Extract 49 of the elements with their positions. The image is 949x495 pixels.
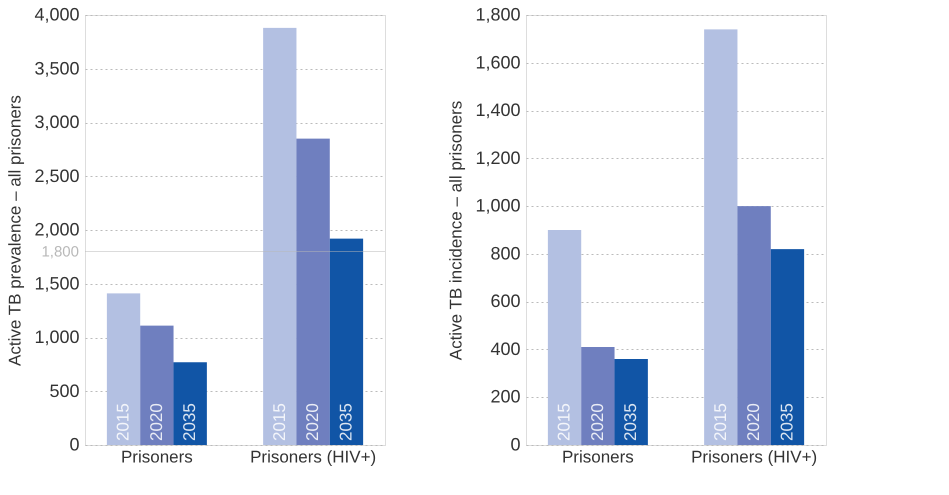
bar: [770, 249, 804, 445]
series-label: 2035: [180, 403, 200, 441]
y-tick-label: 1,600: [475, 52, 520, 72]
text: 2020: [744, 403, 764, 441]
text: 2020: [303, 403, 322, 441]
y-tick-label: 3,500: [34, 58, 80, 78]
y-tick-label: 800: [490, 243, 520, 264]
y-tick-label: 1,000: [34, 327, 80, 347]
y-tick-label: 0: [69, 434, 80, 454]
text: 2015: [270, 403, 289, 441]
y-tick-label: 1,400: [475, 100, 520, 120]
y-tick-label: 1,000: [475, 196, 520, 216]
bar: [263, 28, 296, 445]
text: 2015: [710, 403, 730, 441]
y-axis-title: Active TB prevalence – all prisoners: [5, 95, 24, 366]
series-label: 2015: [554, 403, 574, 441]
y-tick-label: 1,200: [475, 148, 520, 168]
bar: [106, 293, 140, 445]
y-axis-title: Active TB incidence – all prisoners: [446, 100, 466, 360]
bar: [296, 138, 330, 445]
text: 2035: [777, 403, 796, 441]
series-label: 2020: [588, 403, 607, 441]
series-label: 2020: [146, 403, 166, 441]
x-tick-label: Prisoners: [562, 448, 634, 466]
y-tick-label: 0: [510, 434, 520, 454]
y-tick-label: 4,000: [34, 4, 80, 24]
y-tick-label: 600: [490, 291, 520, 312]
y-tick-label: 500: [49, 380, 80, 401]
y-tick-label: 1,500: [34, 273, 80, 294]
x-tick-label: Prisoners: [120, 448, 193, 466]
y-tick-label: 400: [490, 338, 520, 359]
series-label: 2015: [114, 403, 133, 441]
x-tick-label: Prisoners (HIV+): [691, 448, 818, 466]
y-tick-label: 1,800: [475, 4, 520, 24]
text: 2035: [336, 403, 356, 441]
bar: [140, 326, 174, 445]
bar: [737, 206, 771, 445]
y-tick-label: 2,000: [34, 220, 80, 240]
bar: [704, 29, 738, 445]
y-tick-label: 200: [490, 386, 520, 407]
bar: [581, 347, 615, 445]
x-tick-label: Prisoners (HIV+): [250, 448, 376, 466]
y-tick-label: 3,000: [34, 112, 80, 132]
bar: [330, 238, 364, 445]
bar: [174, 362, 207, 445]
bar: [548, 230, 582, 445]
series-label: 2035: [621, 403, 640, 441]
bar: [614, 359, 648, 445]
y-tick-label: 2,500: [34, 166, 80, 186]
